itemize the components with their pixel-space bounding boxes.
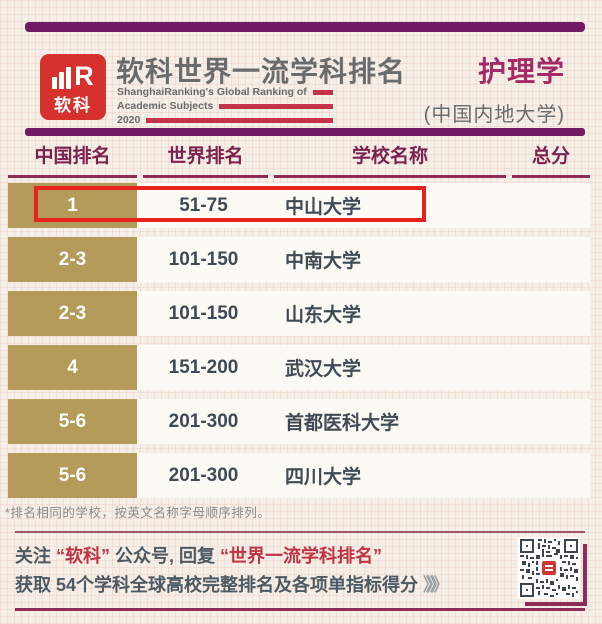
subtitle-line-2: Academic Subjects	[117, 100, 333, 112]
logo-r-glyph: R	[74, 61, 94, 91]
cn-rank-cell: 4	[8, 345, 137, 390]
subject-name: 护理学	[477, 56, 565, 87]
subtitle-line-3: 2020	[117, 114, 333, 126]
school-name-cell: 中山大学	[285, 197, 362, 218]
subtitle-rule-icon	[146, 117, 333, 123]
school-name-cell: 中南大学	[285, 251, 362, 272]
table-row: 5-6 201-300 首都医科大学	[8, 399, 590, 444]
subtitle-line-1: ShanghaiRanking's Global Ranking of	[117, 86, 333, 98]
table-row: 1 51-75 中山大学	[8, 183, 590, 228]
footer-cta: 关注 “软科” 公众号, 回复 “世界一流学科排名” 获取 54个学科全球高校完…	[15, 542, 449, 600]
world-rank-cell: 151-200	[168, 356, 239, 378]
ranking-title: 软科世界一流学科排名	[116, 56, 407, 87]
footer-line2-text: 获取 54个学科全球高校完整排名及各项单指标得分	[15, 575, 424, 595]
table-body: 1 51-75 中山大学 2-3 101-150 中南大学 2-3 101-15…	[8, 183, 590, 507]
cn-rank-cell: 5-6	[8, 399, 137, 444]
school-name-cell: 首都医科大学	[285, 413, 400, 434]
table-column-headers: 中国排名 世界排名 学校名称 总分	[8, 141, 590, 178]
subject-scope: (中国内地大学)	[423, 104, 565, 126]
highlight-box	[34, 186, 426, 222]
qr-offset-frame	[525, 544, 587, 606]
column-header-score: 总分	[512, 141, 590, 178]
table-row: 5-6 201-300 四川大学	[8, 453, 590, 498]
footer-line-1: 关注 “软科” 公众号, 回复 “世界一流学科排名”	[15, 542, 444, 571]
cn-rank-cell: 2-3	[8, 237, 137, 282]
school-name-cell: 四川大学	[285, 467, 362, 488]
world-rank-cell: 51-75	[179, 194, 228, 216]
footer-reply-keyword: “世界一流学科排名”	[220, 546, 383, 566]
world-rank-cell: 201-300	[168, 410, 239, 432]
footer-bottom-rule	[15, 608, 585, 611]
triple-chevron-icon: 》》》	[423, 575, 449, 595]
world-rank-cell: 101-150	[168, 248, 239, 270]
table-row: 2-3 101-150 中南大学	[8, 237, 590, 282]
logo-brand-text: 软科	[54, 96, 92, 115]
table-footnote: *排名相同的学校，按英文名称字母顺序排列。	[5, 506, 271, 520]
column-header-cn-rank: 中国排名	[8, 141, 137, 178]
column-header-school: 学校名称	[274, 141, 506, 178]
footer-line-2: 获取 54个学科全球高校完整排名及各项单指标得分 》》》	[15, 571, 449, 600]
qr-code-block	[518, 537, 587, 606]
school-name-cell: 山东大学	[285, 305, 362, 326]
footer-top-rule	[15, 531, 585, 533]
column-header-world-rank: 世界排名	[143, 141, 268, 178]
ranking-subtitle: ShanghaiRanking's Global Ranking of Acad…	[117, 86, 333, 128]
footer-brand-name: “软科”	[56, 546, 111, 566]
cn-rank-cell: 5-6	[8, 453, 137, 498]
cn-rank-cell: 2-3	[8, 291, 137, 336]
shanghairanking-logo: R 软科	[40, 54, 106, 120]
table-row: 2-3 101-150 山东大学	[8, 291, 590, 336]
footer-line1-mid: 公众号, 回复	[110, 546, 221, 566]
barchart-r-icon: R	[52, 61, 94, 91]
subtitle-rule-icon	[219, 103, 333, 109]
header-bottom-rule	[25, 128, 585, 136]
world-rank-cell: 101-150	[168, 302, 239, 324]
qr-code	[518, 537, 580, 599]
subtitle-rule-icon	[312, 89, 333, 95]
table-row: 4 151-200 武汉大学	[8, 345, 590, 390]
school-name-cell: 武汉大学	[285, 359, 362, 380]
header-top-rule	[25, 22, 585, 32]
footer-line1-prefix: 关注	[15, 546, 57, 566]
subject-block: 护理学 (中国内地大学)	[424, 50, 565, 127]
world-rank-cell: 201-300	[168, 464, 239, 486]
